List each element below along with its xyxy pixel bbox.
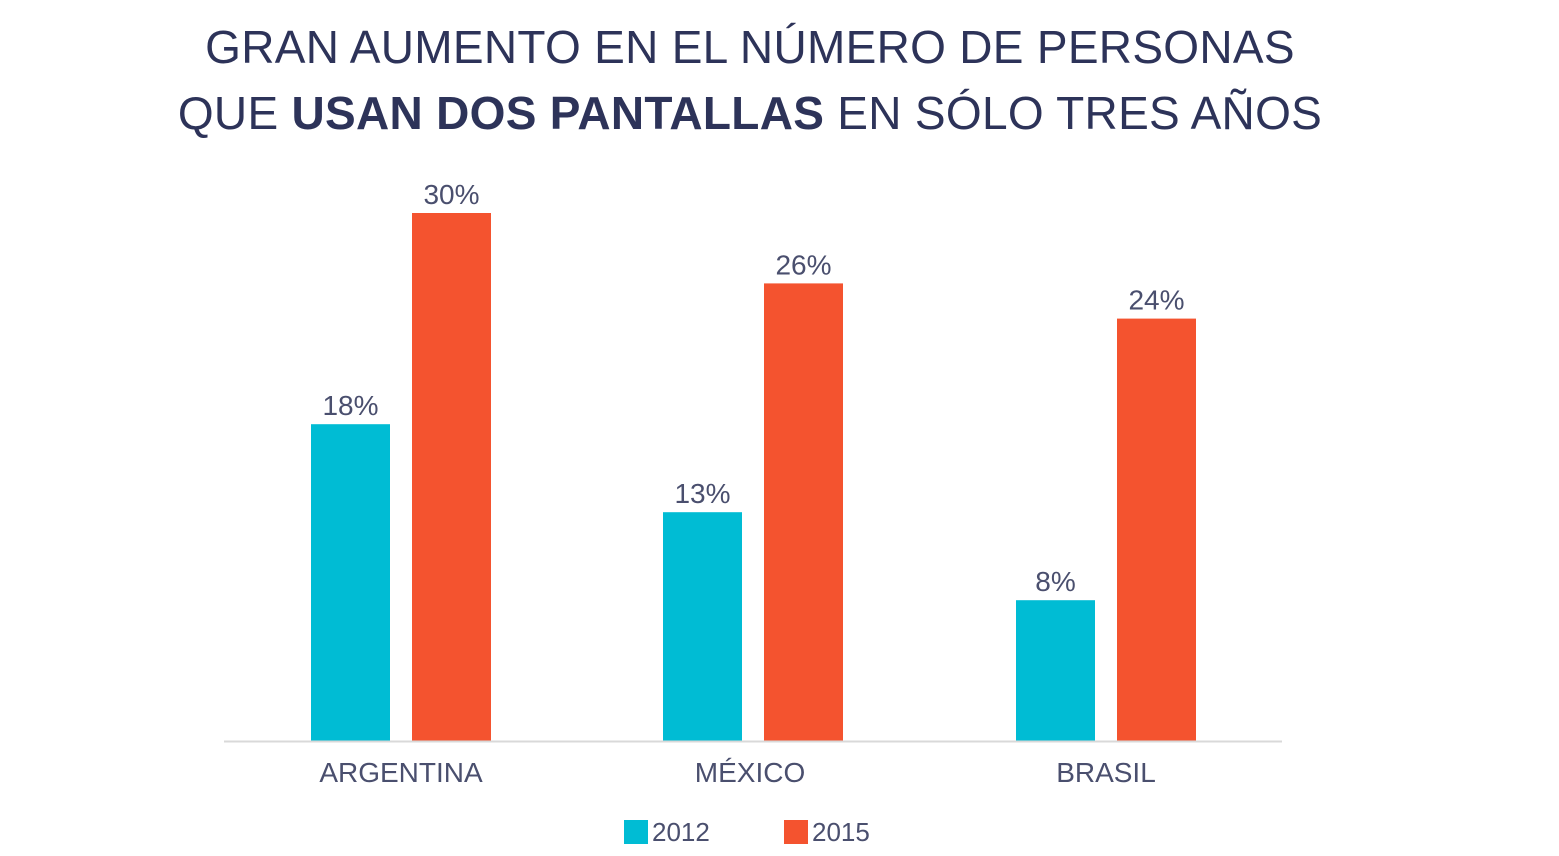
data-label-2015-argentina: 30% (423, 179, 479, 210)
legend-swatch-2012 (624, 820, 648, 844)
bar-2012-argentina (311, 424, 390, 741)
legend-label-2015: 2015 (812, 817, 870, 847)
bar-2012-méxico (663, 512, 742, 741)
bar-2015-méxico (764, 283, 843, 741)
bars-group: 18% 13% 8% 30% 26% 24% (311, 179, 1196, 741)
x-tick-labels: ARGENTINA MÉXICO BRASIL (319, 757, 1155, 788)
chart-title-line-2: QUE USAN DOS PANTALLAS EN SÓLO TRES AÑOS (0, 80, 1500, 146)
x-tick-label-argentina: ARGENTINA (319, 757, 483, 788)
data-label-2015-méxico: 26% (775, 249, 831, 280)
bar-2015-argentina (412, 213, 491, 741)
title-line-2-suffix: EN SÓLO TRES AÑOS (824, 87, 1323, 139)
data-label-2012-argentina: 18% (322, 390, 378, 421)
data-label-2012-méxico: 13% (674, 478, 730, 509)
chart-title-line-1: GRAN AUMENTO EN EL NÚMERO DE PERSONAS (205, 21, 1295, 73)
x-tick-label-brasil: BRASIL (1056, 757, 1156, 788)
legend-item-2012: 2012 (624, 818, 710, 846)
legend-label-2012: 2012 (652, 817, 710, 847)
data-label-2015-brasil: 24% (1128, 285, 1184, 316)
title-line-2-prefix: QUE (177, 87, 292, 139)
data-label-2012-brasil: 8% (1035, 566, 1075, 597)
legend: 2012 2015 (0, 818, 1559, 848)
legend-swatch-2015 (784, 820, 808, 844)
bar-2015-brasil (1117, 318, 1196, 741)
title-line-2-emphasis: USAN DOS PANTALLAS (291, 87, 825, 139)
chart-title: GRAN AUMENTO EN EL NÚMERO DE PERSONAS QU… (0, 14, 1500, 146)
bar-2012-brasil (1016, 600, 1095, 741)
x-tick-label-méxico: MÉXICO (695, 757, 805, 788)
legend-item-2015: 2015 (784, 818, 870, 846)
